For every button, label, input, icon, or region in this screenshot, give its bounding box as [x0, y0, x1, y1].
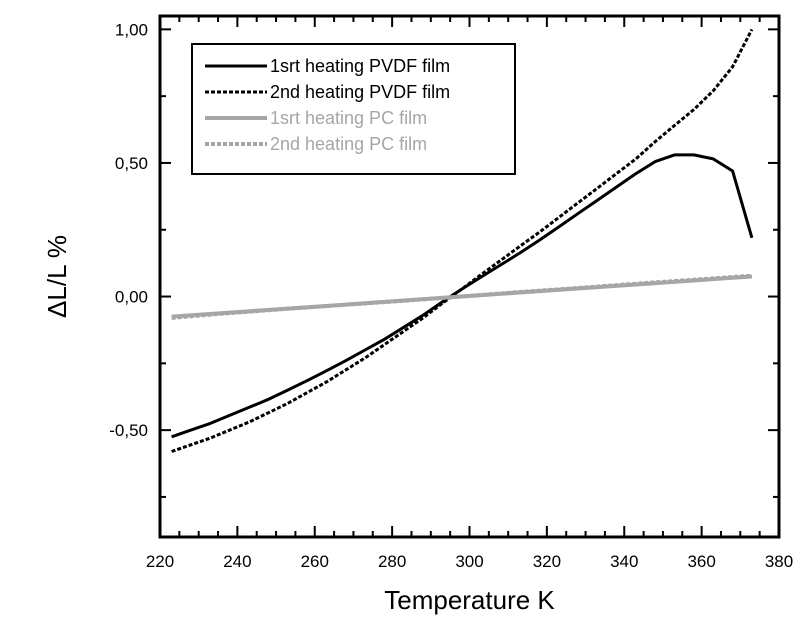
- x-tick-label: 220: [146, 552, 174, 571]
- legend-label-2: 2nd heating PVDF film: [270, 82, 450, 102]
- x-tick-label: 280: [378, 552, 406, 571]
- x-tick-label: 340: [610, 552, 638, 571]
- x-tick-label: 240: [223, 552, 251, 571]
- series-line-4: [171, 273, 753, 320]
- y-tick-label: -0,50: [109, 421, 148, 440]
- y-axis-label: ΔL/L %: [42, 235, 72, 318]
- x-tick-label: 300: [455, 552, 483, 571]
- x-axis-label: Temperature K: [384, 585, 555, 615]
- x-tick-labels: 220 240 260 280 300 320 340 360 380: [146, 552, 793, 571]
- y-tick-label: 0,00: [115, 288, 148, 307]
- x-tick-label: 260: [301, 552, 329, 571]
- legend: 1srt heating PVDF film 2nd heating PVDF f…: [191, 43, 516, 175]
- plot-frame: [158, 14, 781, 539]
- y-tick-label: 0,50: [115, 154, 148, 173]
- legend-label-1: 1srt heating PVDF film: [270, 56, 450, 76]
- y-tick-labels: -0,50 0,00 0,50 1,00: [109, 20, 148, 440]
- series-lines: [171, 28, 754, 453]
- series-line-1: [171, 153, 754, 439]
- legend-label-4: 2nd heating PC film: [270, 134, 427, 154]
- x-tick-label: 380: [765, 552, 793, 571]
- legend-label-3: 1srt heating PC film: [270, 108, 427, 128]
- x-tick-label: 320: [533, 552, 561, 571]
- y-tick-label: 1,00: [115, 20, 148, 39]
- x-tick-label: 360: [687, 552, 715, 571]
- series-line-2: [171, 28, 754, 453]
